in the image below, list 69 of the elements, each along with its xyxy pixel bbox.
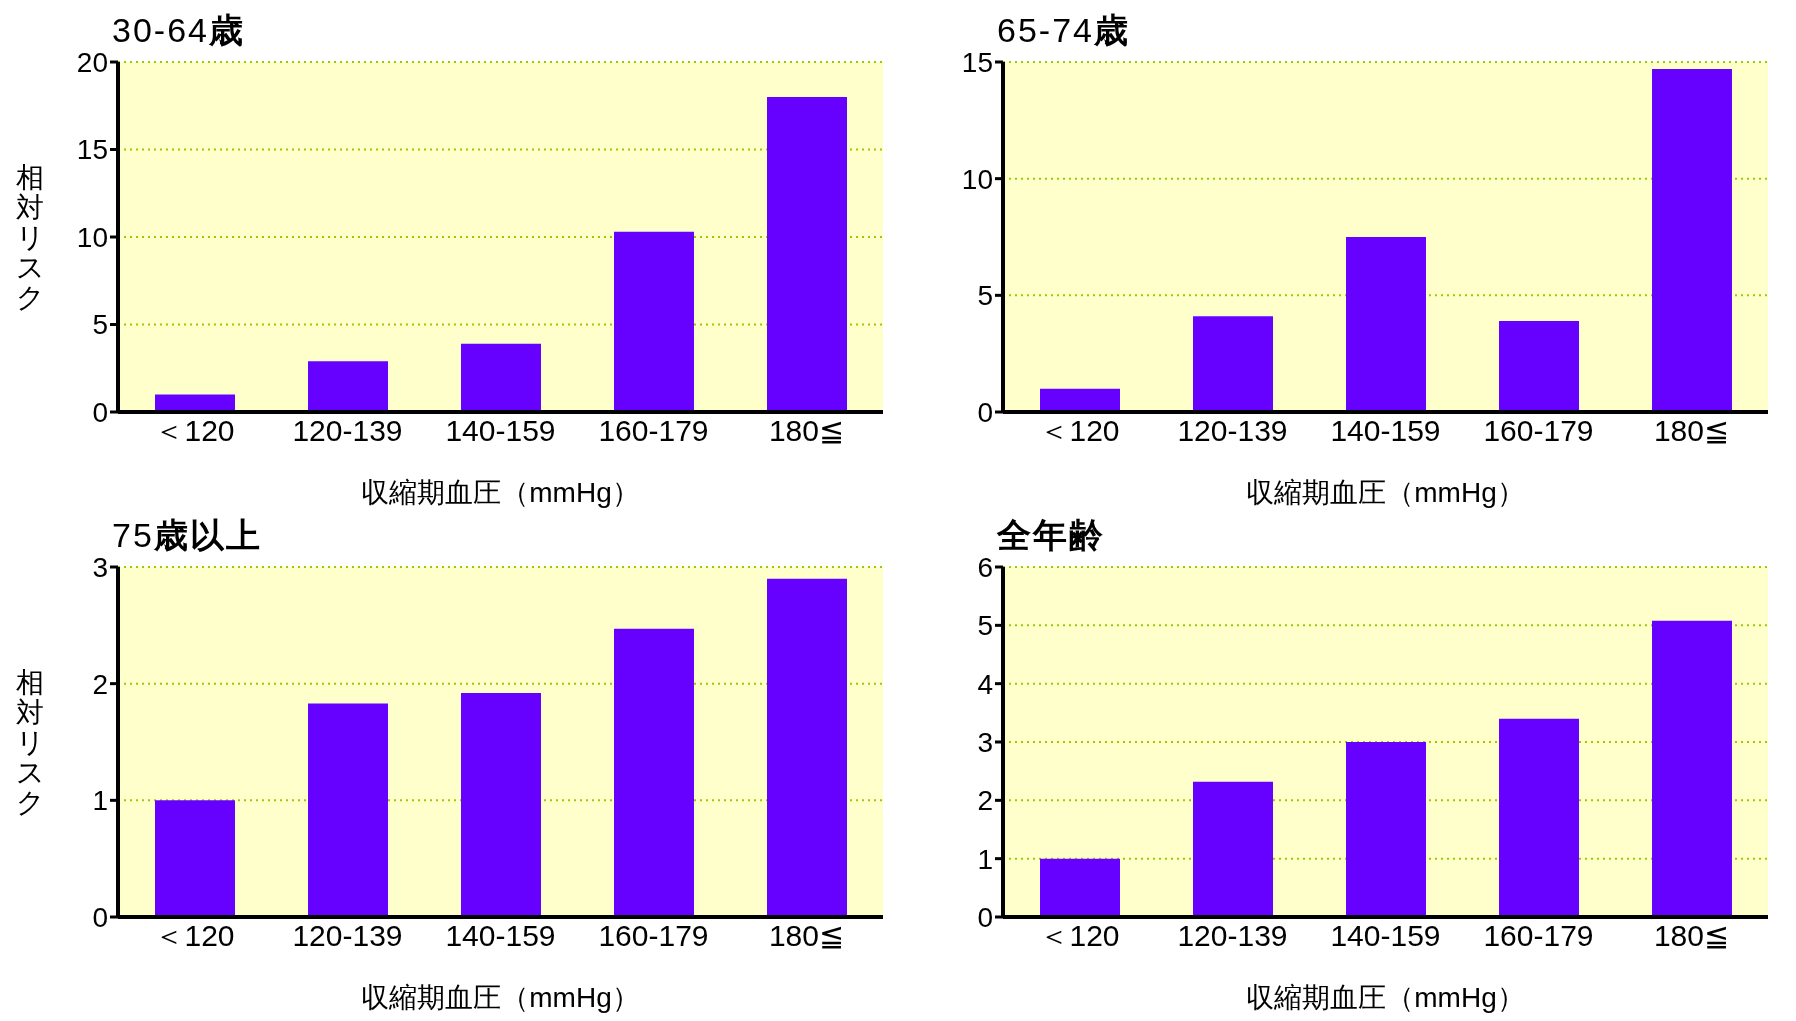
- x-tick-label: ＜120: [154, 414, 235, 448]
- chart-title: 30-64歳: [112, 11, 245, 49]
- y-tick-label: 0: [977, 396, 993, 428]
- x-tick-label: 140-159: [445, 919, 556, 953]
- x-tick-label: 120-139: [292, 414, 403, 448]
- x-tick-label: 120-139: [1177, 414, 1288, 448]
- x-tick-label: 180≦: [1653, 414, 1730, 448]
- y-tick-label: 1: [92, 785, 108, 817]
- x-axis-title: 収縮期血圧（mmHg）: [361, 477, 640, 508]
- y-tick-label: 15: [961, 46, 993, 78]
- bar: [767, 97, 847, 412]
- x-tick-label: 160-179: [1483, 919, 1594, 953]
- x-tick-label: 120-139: [292, 919, 403, 953]
- bar: [461, 343, 541, 412]
- x-tick-label: 180≦: [768, 919, 845, 953]
- y-tick-label: 4: [977, 668, 993, 700]
- x-tick-label: ＜120: [1039, 919, 1120, 953]
- x-tick-label: 160-179: [598, 919, 709, 953]
- y-tick-label: 5: [977, 280, 993, 312]
- x-axis-title: 収縮期血圧（mmHg）: [1246, 477, 1525, 508]
- bar: [1346, 742, 1426, 917]
- bar: [155, 800, 235, 917]
- bar: [1652, 69, 1732, 412]
- bar: [1040, 388, 1120, 412]
- x-tick-label: 160-179: [1483, 414, 1594, 448]
- bar: [1040, 858, 1120, 917]
- y-tick-label: 10: [961, 163, 993, 195]
- bar: [1652, 620, 1732, 917]
- x-tick-label: 140-159: [1330, 414, 1441, 448]
- x-tick-label: ＜120: [1039, 414, 1120, 448]
- bar: [1193, 781, 1273, 917]
- y-tick-label: 15: [76, 134, 108, 166]
- x-axis-title: 収縮期血圧（mmHg）: [361, 982, 640, 1013]
- y-tick-label: 0: [977, 901, 993, 933]
- y-tick-label: 0: [92, 396, 108, 428]
- x-tick-label: 160-179: [598, 414, 709, 448]
- y-tick-label: 3: [92, 551, 108, 583]
- x-tick-label: 180≦: [768, 414, 845, 448]
- x-axis-title: 収縮期血圧（mmHg）: [1246, 982, 1525, 1013]
- y-axis-title: 相対リスク: [15, 666, 45, 818]
- bar: [308, 703, 388, 917]
- bar: [1346, 237, 1426, 412]
- bar: [614, 231, 694, 412]
- y-tick-label: 20: [76, 46, 108, 78]
- x-tick-label: ＜120: [154, 919, 235, 953]
- chart-title: 全年齢: [997, 516, 1105, 554]
- bar: [767, 578, 847, 917]
- bar: [461, 693, 541, 917]
- y-axis-title: 相対リスク: [15, 161, 45, 313]
- x-tick-label: 120-139: [1177, 919, 1288, 953]
- x-tick-label: 140-159: [1330, 919, 1441, 953]
- y-tick-label: 0: [92, 901, 108, 933]
- bar: [614, 628, 694, 917]
- bar: [1499, 718, 1579, 917]
- x-tick-label: 140-159: [445, 414, 556, 448]
- y-tick-label: 5: [977, 610, 993, 642]
- y-tick-label: 10: [76, 221, 108, 253]
- y-tick-label: 2: [977, 785, 993, 817]
- y-tick-label: 1: [977, 843, 993, 875]
- y-tick-label: 2: [92, 668, 108, 700]
- chart-title: 65-74歳: [997, 11, 1130, 49]
- y-tick-label: 6: [977, 551, 993, 583]
- bar: [308, 361, 388, 412]
- bar: [1193, 316, 1273, 412]
- y-tick-label: 5: [92, 309, 108, 341]
- x-tick-label: 180≦: [1653, 919, 1730, 953]
- bar: [1499, 321, 1579, 412]
- chart-title: 75歳以上: [112, 516, 262, 554]
- y-tick-label: 3: [977, 726, 993, 758]
